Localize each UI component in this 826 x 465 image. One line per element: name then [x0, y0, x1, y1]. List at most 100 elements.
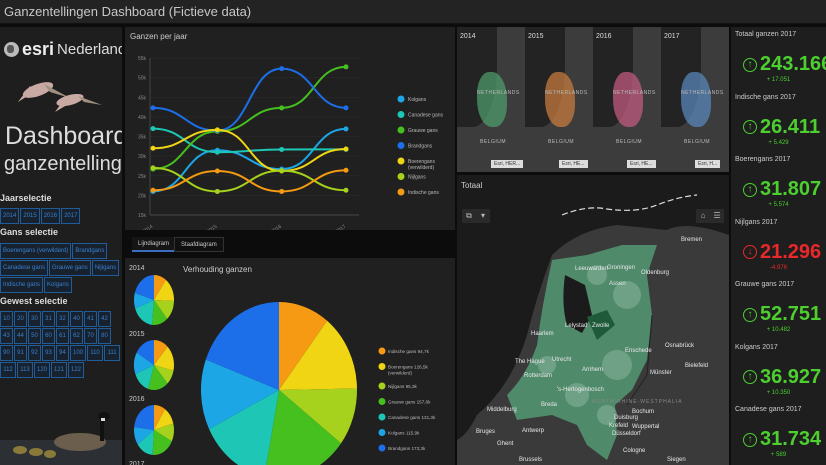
region-button-20[interactable]: 20 [14, 311, 27, 327]
dashboard-title: Ganzentellingen Dashboard (Fictieve data… [4, 4, 252, 19]
country-label: NETHERLANDS [681, 90, 724, 96]
svg-text:Brandgans: Brandgans [408, 144, 433, 150]
species-button-boerengans[interactable]: Boerengans (verwilderd) [0, 243, 72, 259]
tab-lijndiagram[interactable]: Lijndiagram [132, 237, 176, 252]
region-button-61[interactable]: 61 [56, 328, 69, 344]
species-button-nijlgans[interactable]: Nijlgans [91, 260, 120, 276]
region-button-40[interactable]: 40 [70, 311, 83, 327]
region-button-93[interactable]: 93 [42, 345, 55, 361]
city-label: Breda [541, 402, 558, 408]
region-button-90[interactable]: 90 [0, 345, 13, 361]
city-label: Münster [650, 370, 672, 376]
line-chart[interactable]: 15k 20k 25k 30k 35k 40k 45k 50k 55k 2014 2015 2016 2… [125, 27, 455, 230]
city-label: Krefeld [609, 423, 629, 429]
kpi-delta: -4.976 [769, 264, 787, 271]
svg-text:15k: 15k [138, 213, 147, 219]
region-button-70[interactable]: 70 [84, 328, 97, 344]
year-button-2017[interactable]: 2017 [61, 208, 81, 224]
year-button-2016[interactable]: 2016 [40, 208, 61, 224]
total-map-title: Totaal [461, 181, 483, 190]
region-button-120[interactable]: 120 [34, 362, 50, 378]
region-button-110[interactable]: 110 [87, 345, 103, 361]
region-button-111[interactable]: 111 [104, 345, 120, 361]
region-button-44[interactable]: 44 [14, 328, 27, 344]
layer-list-icon[interactable]: ☰ [710, 209, 724, 223]
region-button-80[interactable]: 80 [98, 328, 111, 344]
map-attribution[interactable]: Esri, H... [695, 160, 721, 168]
region-button-30[interactable]: 30 [28, 311, 41, 327]
region-button-100[interactable]: 100 [70, 345, 86, 361]
region-button-112[interactable]: 112 [0, 362, 16, 378]
country-label: NETHERLANDS [613, 90, 656, 96]
kpi-value: ↑ 31.807 [743, 178, 821, 201]
chart-type-tabs: Lijndiagram Staafdiagram [125, 233, 455, 255]
region-button-43[interactable]: 43 [0, 328, 13, 344]
city-label: Arnhem [582, 367, 604, 373]
region-button-113[interactable]: 113 [17, 362, 33, 378]
species-button-grauwe-gans[interactable]: Grauwe gans [49, 260, 91, 276]
region-button-91[interactable]: 91 [14, 345, 27, 361]
region-button-31[interactable]: 31 [42, 311, 55, 327]
canada-goose-image [0, 412, 122, 465]
region-button-50[interactable]: 50 [28, 328, 41, 344]
species-button-indische-gans[interactable]: Indische gans [0, 277, 44, 293]
city-label: Rotterdam [524, 373, 553, 379]
home-icon[interactable]: ⌂ [696, 209, 710, 223]
city-label: Groningen [607, 265, 636, 271]
kpi-delta: + 589 [770, 452, 787, 458]
select-tool-icon[interactable]: ⧉ [462, 209, 476, 223]
map-attribution[interactable]: Esri, HE... [559, 160, 588, 168]
region-button-92[interactable]: 92 [28, 345, 41, 361]
species-button-brandgans[interactable]: Brandgans [72, 243, 108, 259]
total-map-panel[interactable]: Totaal ⧉ ▾ ⌂ ☰ Bremen Oldenburg Leeuwarden… [457, 175, 729, 465]
kpi-number: 243.166 [760, 53, 826, 75]
flying-geese-image [18, 82, 102, 112]
kpi-number: 52.751 [760, 303, 822, 325]
svg-text:(verwilderd): (verwilderd) [408, 165, 434, 171]
species-button-kolgans[interactable]: Kolgans [44, 277, 72, 293]
svg-text:35k: 35k [138, 135, 147, 141]
netherlands-shape [477, 72, 507, 127]
kpi-value: ↑ 26.411 [743, 116, 820, 139]
dropdown-arrow-icon[interactable]: ▾ [476, 209, 490, 223]
region-button-32[interactable]: 32 [56, 311, 69, 327]
neighbor-label: BELGIUM [480, 139, 507, 145]
region-button-122[interactable]: 122 [68, 362, 84, 378]
region-button-121[interactable]: 121 [51, 362, 67, 378]
city-label: Middelburg [487, 407, 517, 413]
svg-text:2014: 2014 [142, 224, 155, 230]
city-label: Oldenburg [641, 270, 670, 276]
region-button-41[interactable]: 41 [84, 311, 97, 327]
year-map-2017[interactable]: NETHERLANDS BELGIUM 2017 Esri, H... [661, 27, 729, 172]
svg-text:Kolgans: Kolgans [408, 97, 427, 103]
year-map-label: 2015 [528, 33, 544, 40]
line-chart-panel: Ganzen per jaar 15k 20k 25k 30k 35k 40k 45k 50k… [125, 27, 455, 230]
neighbor-label: BELGIUM [548, 139, 575, 145]
year-button-2015[interactable]: 2015 [20, 208, 40, 224]
region-button-94[interactable]: 94 [56, 345, 69, 361]
year-button-2014[interactable]: 2014 [0, 208, 20, 224]
map-attribution[interactable]: Esri, HE... [627, 160, 656, 168]
region-button-10[interactable]: 10 [0, 311, 13, 327]
svg-text:Canadese gans: Canadese gans [408, 113, 444, 119]
kpi-title: Indische gans 2017 [735, 93, 796, 101]
map-attribution[interactable]: Esri, HER... [491, 160, 524, 168]
pie-chart[interactable]: Indische gans 94,7k Boerengans 126,5k(ver… [125, 258, 455, 465]
kpi-title: Kolgans 2017 [735, 343, 778, 351]
svg-text:Boerengans: Boerengans [408, 159, 435, 165]
region-button-60[interactable]: 60 [42, 328, 55, 344]
map-canvas[interactable] [457, 175, 729, 465]
species-button-canadese-gans[interactable]: Canadese gans [0, 260, 49, 276]
svg-text:Boerengans 126,5k: Boerengans 126,5k [388, 365, 429, 370]
year-map-2016[interactable]: NETHERLANDS BELGIUM 2016 Esri, HE... [593, 27, 661, 172]
arrow-up-circle-icon: ↑ [743, 307, 757, 322]
kpi-value: ↑ 36.927 [743, 366, 821, 389]
year-map-2014[interactable]: NETHERLANDS BELGIUM 2014 Esri, HER... [457, 27, 525, 172]
tab-staafdiagram[interactable]: Staafdiagram [174, 237, 224, 252]
region-button-42[interactable]: 42 [98, 311, 111, 327]
kpi-value: ↑ 31.734 [743, 428, 821, 451]
city-label: Enschede [625, 348, 652, 354]
region-button-62[interactable]: 62 [70, 328, 83, 344]
year-selector: 2014 2015 2016 2017 [0, 208, 122, 224]
year-map-2015[interactable]: NETHERLANDS BELGIUM 2015 Esri, HE... [525, 27, 593, 172]
